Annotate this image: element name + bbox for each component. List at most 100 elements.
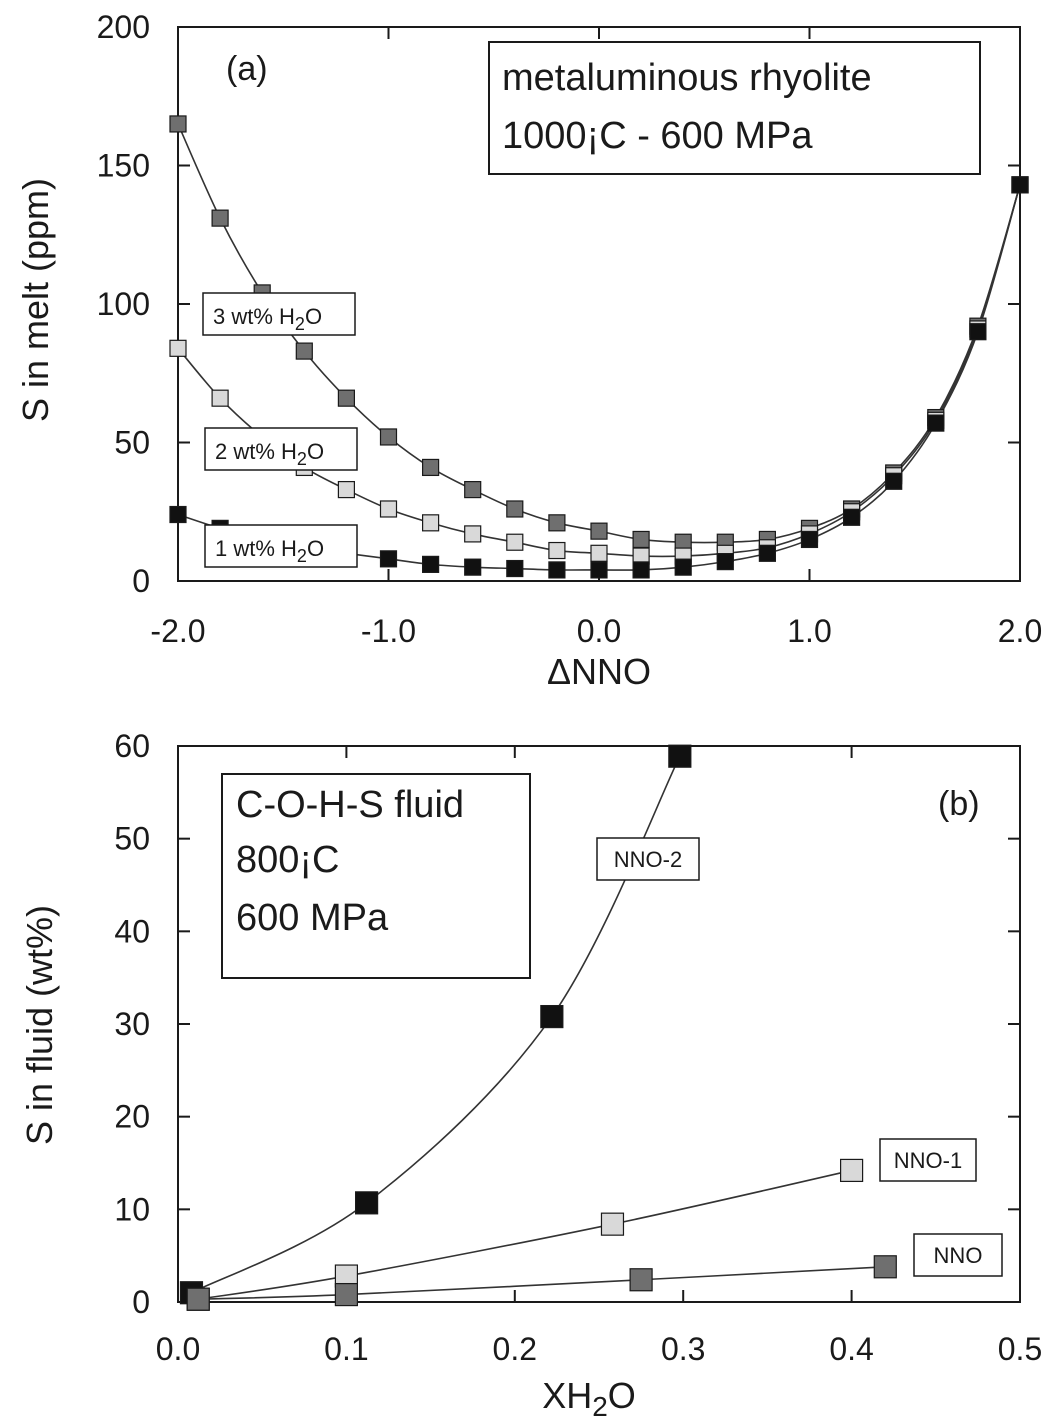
- panel-b-series-0-point: [355, 1191, 379, 1215]
- panel-a-x-tick-label: 2.0: [998, 613, 1042, 649]
- panel-b-series-label-nno-2-text: NNO-2: [614, 847, 682, 872]
- panel-a-series-1-point: [211, 389, 229, 407]
- panel-a-series-1-line: [177, 184, 1021, 558]
- panel-a-series-1-point: [548, 541, 566, 560]
- panel-b-x-tick-label: 0.0: [156, 1331, 200, 1367]
- panel-a-series-label-1wt-text: 1 wt% H2O: [215, 536, 324, 566]
- panel-b-series-2-point: [334, 1282, 358, 1307]
- panel-a-series-2-point: [842, 508, 861, 526]
- panel-b-series-label-nno-1-text: NNO-1: [894, 1148, 962, 1173]
- panel-b-fluid-sulfur-chart: 0 10 20 30 40 50 60 0.0 0.1 0.2 0.3 0.4 0.5 (b) C-O-…: [19, 728, 1042, 1418]
- panel-b-series-label-nno-2-box: [596, 837, 700, 881]
- panel-a-series-0-point: [337, 389, 355, 407]
- panel-a-series-1-point: [337, 480, 355, 499]
- panel-b-series-0-point: [540, 1004, 564, 1029]
- panel-a-series-1-point: [590, 544, 608, 562]
- panel-a-series-2-point: [632, 561, 650, 579]
- panel-b-info-line-2: 800¡C: [236, 839, 340, 881]
- panel-a-series-2-point: [169, 505, 187, 524]
- panel-a-series-1-point: [422, 514, 440, 532]
- panel-a-x-tick-label: -2.0: [150, 613, 205, 649]
- panel-b-info-box: [221, 773, 531, 979]
- panel-b-series-label-nno-text: NNO: [934, 1243, 983, 1268]
- panel-b-y-tick-label: 0: [132, 1284, 150, 1320]
- panel-a-y-axis-title: S in melt (ppm): [15, 178, 56, 422]
- panel-a-x-tick-label: -1.0: [361, 613, 416, 649]
- panel-b-y-tick-label: 40: [114, 913, 150, 949]
- panel-a-info-line-2: 1000¡C - 600 MPa: [502, 115, 813, 157]
- panel-a-series-0-point: [211, 209, 229, 227]
- panel-a-series-2-point: [464, 558, 482, 576]
- panel-b-series-label-nno-1: NNO-1: [879, 1138, 977, 1182]
- panel-a-tag: (a): [226, 50, 268, 88]
- panel-a-series-2-point: [716, 553, 734, 571]
- panel-a-series-2-line: [177, 184, 1021, 571]
- panel-b-x-axis-title: XH2O: [542, 1375, 636, 1418]
- panel-a-series-label-3wt-box: [202, 292, 356, 336]
- panel-b-series-2-point: [629, 1268, 653, 1292]
- panel-a-series-0-point: [464, 480, 482, 499]
- panel-a-series-2-point: [1011, 176, 1029, 194]
- panel-a-series-1-point: [506, 533, 524, 551]
- panel-a-series-1-point: [379, 500, 398, 518]
- panel-a-series-label-1wt-box: [204, 524, 358, 568]
- panel-a-series-0-point: [548, 514, 566, 532]
- panel-a-y-tick-label: 200: [97, 9, 150, 45]
- panel-b-y-tick-label: 30: [114, 1006, 150, 1042]
- panel-b-series-label-nno: NNO: [913, 1233, 1003, 1277]
- panel-b-y-axis-title: S in fluid (wt%): [19, 905, 60, 1145]
- panel-b-series-0-point: [668, 744, 692, 768]
- panel-b-x-tick-label: 0.2: [493, 1331, 537, 1367]
- panel-b-series-1-line: [198, 1169, 852, 1301]
- panel-b-series-1-point: [600, 1212, 625, 1236]
- panel-a-series-0-point: [169, 115, 187, 133]
- panel-a-info-box: [488, 41, 981, 175]
- panel-b-series-label-nno-box: [913, 1233, 1003, 1277]
- panel-a-series-2-point: [379, 550, 398, 568]
- panel-a-series-2-point: [422, 555, 440, 573]
- panel-a-x-axis-title: ΔNNO: [547, 651, 651, 692]
- panel-b-x-tick-label: 0.4: [829, 1331, 873, 1367]
- panel-b-markers: [179, 744, 897, 1311]
- panel-a-melt-sulfur-chart: 0 50 100 150 200 -2.0 -1.0 0.0 1.0 2.0 (a) metalu…: [15, 9, 1042, 692]
- panel-b-series-label-nno-2: NNO-2: [596, 837, 700, 881]
- panel-a-series-2-point: [885, 472, 903, 490]
- panel-a-series-0-point: [295, 342, 313, 360]
- panel-a-series-label-2wt: 2 wt% H2O: [204, 427, 358, 471]
- panel-a-series-2-point: [969, 323, 987, 341]
- panel-b-y-tick-label: 60: [114, 728, 150, 764]
- panel-a-info-line-1: metaluminous rhyolite: [502, 57, 872, 99]
- panel-b-series-2-point: [186, 1287, 210, 1311]
- panel-a-series-2-point: [548, 561, 566, 579]
- panel-a-y-tick-label: 50: [114, 425, 150, 461]
- panel-a-series-label-3wt-text: 3 wt% H2O: [213, 304, 322, 334]
- panel-a-y-tick-label: 0: [132, 563, 150, 599]
- panel-b-series-1-point: [839, 1158, 864, 1183]
- panel-b-series-2-line: [198, 1265, 886, 1301]
- panel-a-series-label-2wt-text: 2 wt% H2O: [215, 439, 324, 469]
- panel-a-series-1-point: [169, 339, 187, 357]
- panel-a-series-2-point: [800, 530, 819, 549]
- panel-a-series-0-point: [632, 530, 650, 549]
- panel-a-series-1-point: [464, 525, 482, 543]
- panel-b-series-label-nno-1-box: [879, 1138, 977, 1182]
- panel-a-series-0-point: [379, 428, 398, 446]
- panel-a-x-tick-label: 1.0: [787, 613, 831, 649]
- panel-b-y-tick-label: 10: [114, 1191, 150, 1227]
- panel-a-series-0-point: [422, 458, 440, 477]
- panel-a-series-2-point: [927, 414, 945, 432]
- panel-a-series-label-3wt: 3 wt% H2O: [202, 292, 356, 336]
- panel-a-series-2-point: [674, 558, 692, 576]
- panel-a-series-0-point: [590, 522, 608, 540]
- panel-a-series-2-point: [506, 559, 524, 578]
- panel-a-series-label-1wt: 1 wt% H2O: [204, 524, 358, 568]
- panel-a-series-2-point: [758, 544, 777, 562]
- panel-a-series-label-2wt-box: [204, 427, 358, 471]
- panel-b-x-tick-label: 0.1: [324, 1331, 368, 1367]
- panel-b-info-line-3: 600 MPa: [236, 897, 389, 939]
- panel-b-info-line-1: C-O-H-S fluid: [236, 784, 464, 826]
- panel-b-ticks: 0 10 20 30 40 50 60 0.0 0.1 0.2 0.3 0.4 0.5: [114, 728, 1042, 1367]
- panel-b-y-tick-label: 20: [114, 1099, 150, 1135]
- panel-a-series-0-point: [506, 500, 524, 518]
